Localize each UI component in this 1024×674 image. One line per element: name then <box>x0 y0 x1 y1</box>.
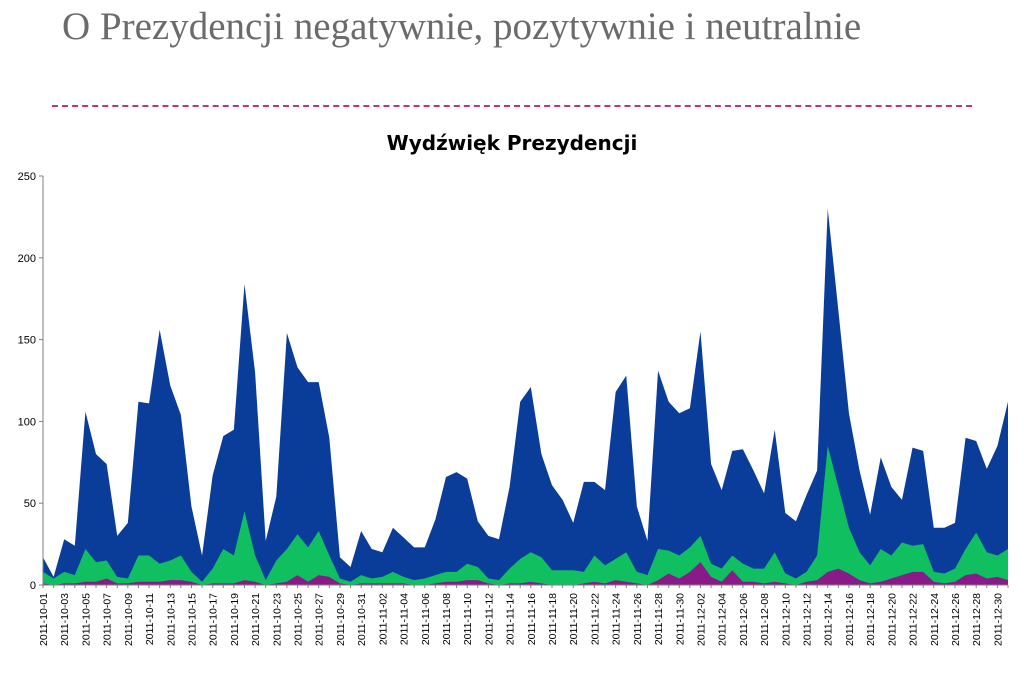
x-tick-label: 2011-11-20 <box>568 593 580 645</box>
x-tick-label: 2011-12-12 <box>802 593 814 646</box>
y-tick-label: 100 <box>18 416 36 428</box>
x-tick-label: 2011-10-13 <box>165 593 177 646</box>
x-tick-label: 2011-11-26 <box>632 593 644 645</box>
x-tick-label: 2011-12-30 <box>992 593 1004 646</box>
axes-layer: 0 50 100 150 200 250 2011-10-01 2011-10-03 2011-… <box>18 171 1009 646</box>
series-area-neutral <box>43 208 1008 585</box>
x-tick-label: 2011-11-16 <box>526 593 538 645</box>
x-tick-label: 2011-11-28 <box>653 593 665 645</box>
x-tick-label: 2011-10-27 <box>314 593 326 646</box>
x-tick-label: 2011-10-25 <box>293 593 305 646</box>
x-tick-label: 2011-11-06 <box>420 593 432 645</box>
x-tick-label: 2011-12-10 <box>780 593 792 646</box>
title-divider <box>52 105 972 107</box>
y-tick-label: 250 <box>18 171 36 183</box>
x-tick-label: 2011-10-17 <box>208 593 220 646</box>
x-tick-label: 2011-11-10 <box>462 593 474 645</box>
x-tick-label: 2011-11-08 <box>441 593 453 645</box>
x-tick-label: 2011-11-02 <box>377 593 389 645</box>
x-tick-label: 2011-12-06 <box>738 593 750 646</box>
x-tick-label: 2011-10-07 <box>102 593 114 646</box>
x-tick-label: 2011-11-22 <box>589 593 601 645</box>
x-tick-label: 2011-12-18 <box>865 593 877 646</box>
chart-container: Wydźwięk Prezydencji 0 50 100 150 200 250 2011… <box>0 120 1024 674</box>
x-tick-label: 2011-12-14 <box>823 593 835 646</box>
x-tick-label: 2011-12-28 <box>971 593 983 646</box>
x-tick-label: 2011-11-18 <box>547 593 559 645</box>
y-tick-label: 200 <box>18 253 36 265</box>
x-tick-label: 2011-12-24 <box>929 593 941 646</box>
x-tick-label: 2011-10-23 <box>271 593 283 646</box>
x-tick-label: 2011-12-20 <box>886 593 898 646</box>
x-tick-label: 2011-11-24 <box>611 593 623 645</box>
x-tick-label: 2011-10-09 <box>123 593 135 646</box>
x-tick-label: 2011-10-15 <box>186 593 198 646</box>
x-tick-label: 2011-11-30 <box>674 593 686 645</box>
y-tick-label: 150 <box>18 335 36 347</box>
x-tick-label: 2011-12-16 <box>844 593 856 646</box>
x-tick-label: 2011-10-01 <box>38 593 50 646</box>
x-tick-label: 2011-12-02 <box>695 593 707 646</box>
x-tick-label: 2011-10-21 <box>250 593 262 646</box>
x-tick-label: 2011-10-19 <box>229 593 241 646</box>
x-tick-label: 2011-10-31 <box>356 593 368 646</box>
x-tick-label: 2011-11-12 <box>483 593 495 645</box>
x-tick-label: 2011-11-14 <box>505 593 517 645</box>
x-tick-label: 2011-10-05 <box>80 593 92 646</box>
y-tick-label: 0 <box>30 580 36 592</box>
slide-title: O Prezydencji negatywnie, pozytywnie i n… <box>62 5 862 48</box>
x-tick-label: 2011-12-04 <box>717 593 729 646</box>
x-tick-label: 2011-12-26 <box>950 593 962 646</box>
area-chart: Wydźwięk Prezydencji 0 50 100 150 200 250 2011… <box>18 131 1009 646</box>
series-area-negative <box>43 562 1008 585</box>
series-area-positive <box>43 445 1008 585</box>
x-tick-label: 2011-12-22 <box>908 593 920 646</box>
x-tick-label: 2011-10-11 <box>144 593 156 645</box>
x-tick-label: 2011-10-03 <box>59 593 71 646</box>
chart-title: Wydźwięk Prezydencji <box>387 131 638 155</box>
x-tick-label: 2011-11-04 <box>399 593 411 645</box>
series-layer <box>43 208 1008 585</box>
y-tick-label: 50 <box>24 498 36 510</box>
x-tick-label: 2011-12-08 <box>759 593 771 646</box>
x-tick-label: 2011-10-29 <box>335 593 347 646</box>
